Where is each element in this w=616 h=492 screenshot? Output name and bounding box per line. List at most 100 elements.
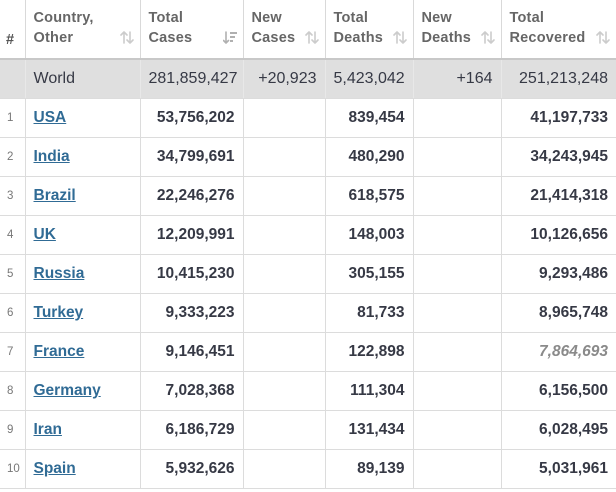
rank-cell: 5 <box>0 254 26 294</box>
new-cases-cell <box>243 137 326 177</box>
sort-icon[interactable] <box>392 30 407 45</box>
table-row: 7 France 9,146,451 122,898 7,864,693 <box>0 332 616 372</box>
total-deaths-cell: 148,003 <box>325 215 414 255</box>
total-cases-cell: 22,246,276 <box>140 176 244 216</box>
total-recovered-cell: 7,864,693 <box>501 332 616 372</box>
col-header-country-label: Country, Other <box>33 10 94 46</box>
total-cases-cell: 53,756,202 <box>140 98 244 138</box>
new-cases-cell <box>243 293 326 333</box>
col-header-new-cases-label: New Cases <box>251 10 296 46</box>
country-cell: USA <box>25 98 141 138</box>
new-deaths-cell <box>413 215 502 255</box>
col-header-new-cases[interactable]: New Cases <box>243 0 326 60</box>
country-link[interactable]: France <box>33 343 85 360</box>
table-row: 6 Turkey 9,333,223 81,733 8,965,748 <box>0 293 616 333</box>
total-deaths-cell: 618,575 <box>325 176 414 216</box>
table-row: 10 Spain 5,932,626 89,139 5,031,961 <box>0 449 616 489</box>
country-cell: Germany <box>25 371 141 411</box>
total-recovered-cell: 5,031,961 <box>501 449 616 489</box>
col-header-country[interactable]: Country, Other <box>25 0 141 60</box>
new-cases-cell <box>243 332 326 372</box>
col-header-rank-label: # <box>6 32 15 48</box>
total-recovered-cell: 41,197,733 <box>501 98 616 138</box>
total-deaths-cell: 480,290 <box>325 137 414 177</box>
new-deaths-cell <box>413 254 502 294</box>
country-cell: Russia <box>25 254 141 294</box>
world-total-row: World 281,859,427 +20,923 5,423,042 +164… <box>0 59 616 99</box>
col-header-new-deaths[interactable]: New Deaths <box>413 0 502 60</box>
rank-cell: 10 <box>0 449 26 489</box>
country-cell: UK <box>25 215 141 255</box>
total-recovered-cell: 6,156,500 <box>501 371 616 411</box>
new-cases-cell <box>243 449 326 489</box>
country-link[interactable]: USA <box>33 109 67 126</box>
country-link[interactable]: Germany <box>33 382 101 399</box>
country-link[interactable]: India <box>33 148 70 165</box>
sort-icon[interactable] <box>480 30 495 45</box>
table-row: 8 Germany 7,028,368 111,304 6,156,500 <box>0 371 616 411</box>
table-row: 5 Russia 10,415,230 305,155 9,293,486 <box>0 254 616 294</box>
country-link[interactable]: Iran <box>33 421 62 438</box>
new-cases-cell <box>243 215 326 255</box>
total-recovered-cell: 34,243,945 <box>501 137 616 177</box>
total-cases-cell: 34,799,691 <box>140 137 244 177</box>
header-row: # Country, Other Total Cases <box>0 0 616 60</box>
total-deaths-cell: 111,304 <box>325 371 414 411</box>
sort-icon[interactable] <box>304 30 319 45</box>
total-deaths-cell: 839,454 <box>325 98 414 138</box>
country-link[interactable]: Brazil <box>33 187 76 204</box>
rank-cell: 8 <box>0 371 26 411</box>
total-cases-cell: 5,932,626 <box>140 449 244 489</box>
total-recovered-cell: 8,965,748 <box>501 293 616 333</box>
sort-icon[interactable] <box>596 30 610 45</box>
rank-cell: 4 <box>0 215 26 255</box>
world-new-cases: +20,923 <box>243 59 326 99</box>
world-total-recovered: 251,213,248 <box>501 59 616 99</box>
col-header-total-recovered-label: Total Recovered <box>509 10 586 46</box>
new-cases-cell <box>243 410 326 450</box>
new-deaths-cell <box>413 293 502 333</box>
new-cases-cell <box>243 176 326 216</box>
total-recovered-cell: 10,126,656 <box>501 215 616 255</box>
total-deaths-cell: 305,155 <box>325 254 414 294</box>
rank-cell: 2 <box>0 137 26 177</box>
sort-icon[interactable] <box>119 30 134 45</box>
table-row: 4 UK 12,209,991 148,003 10,126,656 <box>0 215 616 255</box>
country-link[interactable]: Russia <box>33 265 85 282</box>
country-cell: Brazil <box>25 176 141 216</box>
world-total-cases: 281,859,427 <box>140 59 244 99</box>
col-header-total-cases[interactable]: Total Cases <box>140 0 244 60</box>
col-header-total-cases-label: Total Cases <box>148 10 193 46</box>
new-deaths-cell <box>413 449 502 489</box>
total-deaths-cell: 89,139 <box>325 449 414 489</box>
total-recovered-cell: 9,293,486 <box>501 254 616 294</box>
new-deaths-cell <box>413 98 502 138</box>
world-rank-cell <box>0 59 26 99</box>
table-row: 1 USA 53,756,202 839,454 41,197,733 <box>0 98 616 138</box>
rank-cell: 3 <box>0 176 26 216</box>
country-cell: Iran <box>25 410 141 450</box>
col-header-rank[interactable]: # <box>0 0 26 60</box>
rank-cell: 9 <box>0 410 26 450</box>
col-header-total-deaths-label: Total Deaths <box>333 10 384 46</box>
total-cases-cell: 9,333,223 <box>140 293 244 333</box>
sort-desc-icon[interactable] <box>222 30 237 45</box>
new-cases-cell <box>243 371 326 411</box>
country-link[interactable]: Turkey <box>33 304 84 321</box>
col-header-total-deaths[interactable]: Total Deaths <box>325 0 414 60</box>
country-link[interactable]: UK <box>33 226 56 243</box>
world-country-cell: World <box>25 59 141 99</box>
col-header-total-recovered[interactable]: Total Recovered <box>501 0 616 60</box>
table-row: 3 Brazil 22,246,276 618,575 21,414,318 <box>0 176 616 216</box>
rank-cell: 1 <box>0 98 26 138</box>
new-deaths-cell <box>413 410 502 450</box>
total-cases-cell: 9,146,451 <box>140 332 244 372</box>
new-deaths-cell <box>413 176 502 216</box>
country-link[interactable]: Spain <box>33 460 76 477</box>
total-recovered-cell: 6,028,495 <box>501 410 616 450</box>
table-row: 2 India 34,799,691 480,290 34,243,945 <box>0 137 616 177</box>
new-deaths-cell <box>413 371 502 411</box>
table-row: 9 Iran 6,186,729 131,434 6,028,495 <box>0 410 616 450</box>
total-cases-cell: 6,186,729 <box>140 410 244 450</box>
